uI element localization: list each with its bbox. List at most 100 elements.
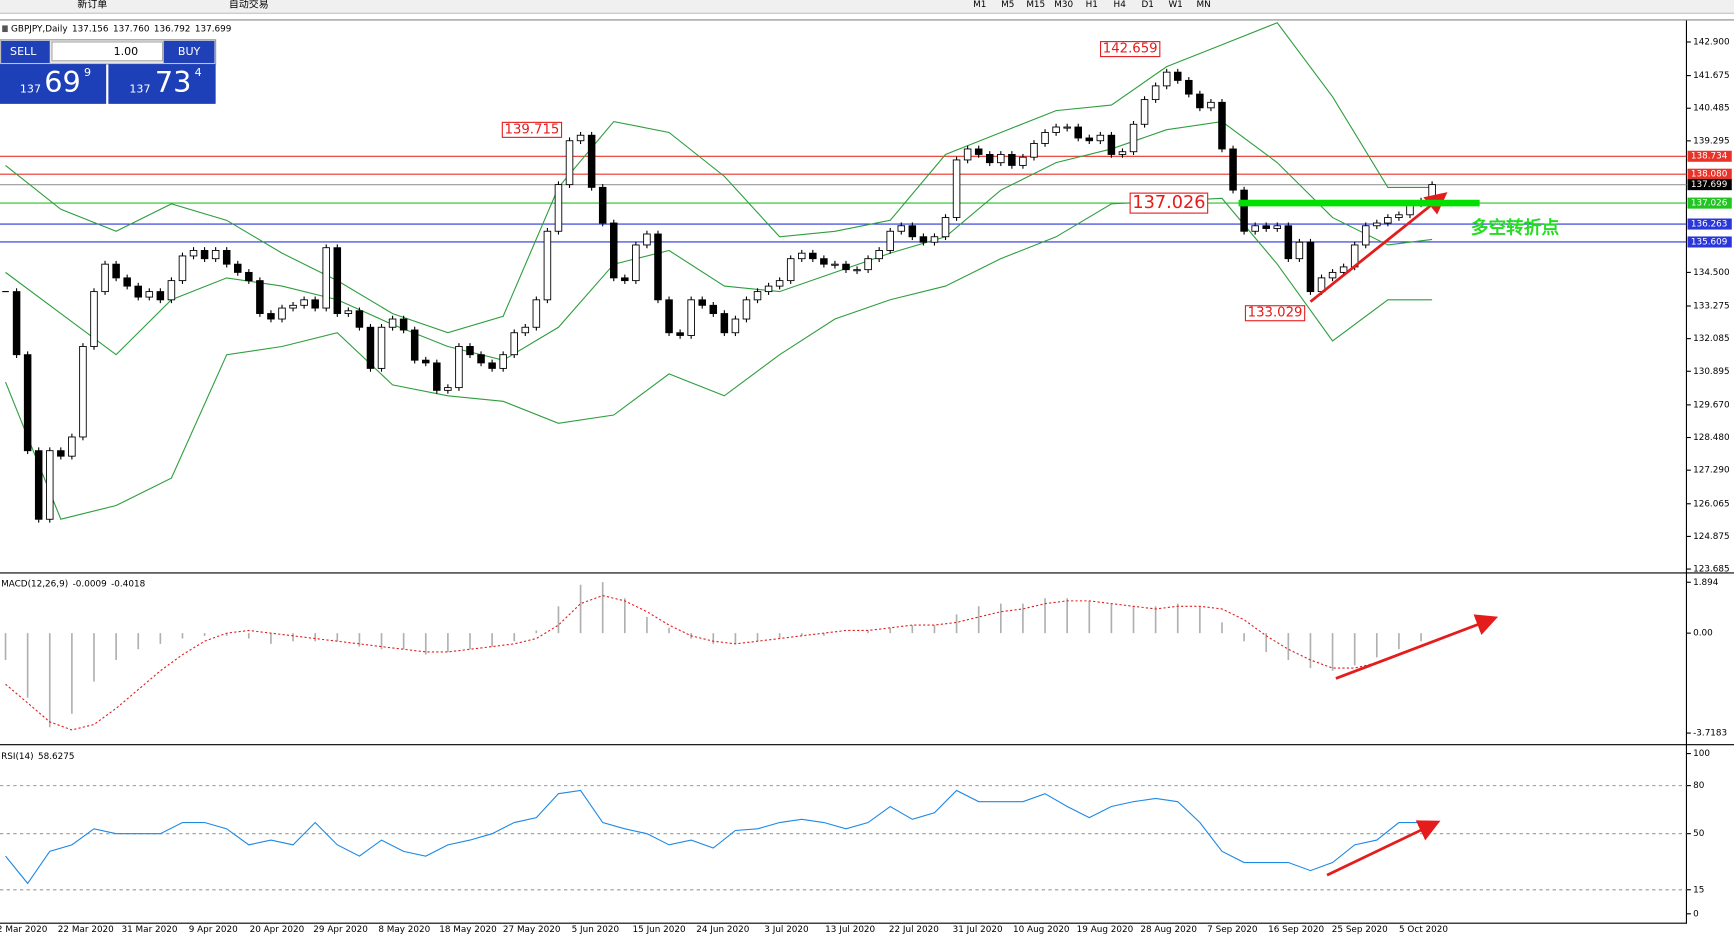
x-tick-label: 10 Aug 2020 (1013, 925, 1070, 935)
candle (510, 332, 518, 356)
x-tick-label: 19 Aug 2020 (1077, 925, 1134, 935)
x-tick-label: 22 Mar 2020 (58, 925, 114, 935)
timeframe-button[interactable]: M1 (973, 0, 986, 10)
candle (609, 222, 618, 279)
y-tick-label: 130.895 (1693, 367, 1730, 377)
candle (355, 310, 364, 328)
candle (399, 318, 408, 331)
candle (112, 263, 120, 279)
y-tick-label: 80 (1693, 781, 1705, 791)
timeframe-button[interactable]: M5 (1001, 0, 1014, 10)
lot-input[interactable] (51, 41, 164, 62)
candle (366, 326, 375, 369)
candle (875, 250, 883, 260)
level-tag (1687, 218, 1732, 230)
timeframe-button[interactable]: W1 (1168, 0, 1182, 10)
candle (842, 263, 850, 271)
lot-value: 1.00 (114, 45, 139, 58)
candle (543, 230, 552, 301)
annotation-box (501, 121, 563, 138)
timeframe-button[interactable]: H4 (1114, 0, 1127, 10)
candle (974, 148, 983, 155)
candle (698, 299, 706, 306)
x-tick-label: 29 Apr 2020 (313, 925, 368, 935)
candle (222, 250, 231, 265)
ohlc-value: 137.699 (195, 24, 232, 34)
timeframe-button[interactable]: MN (1197, 0, 1211, 10)
candle (1140, 99, 1149, 125)
ohlc-value: 137.156 (72, 24, 109, 34)
candle (941, 217, 950, 238)
x-tick-label: 25 Sep 2020 (1332, 925, 1388, 935)
toolbar-button[interactable]: 自动交易 (229, 0, 269, 10)
candle (178, 255, 187, 282)
y-tick-label: 129.670 (1693, 400, 1730, 410)
candle (1207, 101, 1215, 109)
candle (421, 359, 430, 364)
candle (786, 258, 795, 282)
ask-main: 73 (155, 65, 192, 99)
candle (764, 285, 773, 293)
candle (587, 134, 596, 188)
timeframe-button[interactable]: M30 (1054, 0, 1073, 10)
candle (333, 247, 342, 314)
buy-button[interactable] (163, 40, 215, 63)
candle (68, 436, 76, 457)
x-tick-label: 3 Jul 2020 (764, 925, 809, 935)
x-tick-label: 20 Apr 2020 (250, 925, 305, 935)
candle (1008, 154, 1016, 166)
candle (809, 252, 817, 260)
candle (1229, 148, 1237, 191)
x-tick-label: 13 Jul 2020 (825, 925, 875, 935)
timeframe-button[interactable]: H1 (1086, 0, 1098, 10)
y-tick-label: 139.295 (1693, 136, 1730, 146)
candle (1306, 241, 1315, 293)
candle (753, 291, 762, 301)
candle (477, 354, 485, 364)
y-tick-label: 0 (1693, 909, 1699, 919)
toolbar-button[interactable]: 新订单 (77, 0, 107, 10)
candle (267, 313, 275, 320)
ohlc-value: 136.792 (154, 24, 191, 34)
x-tick-label: 2 Mar 2020 (0, 925, 48, 935)
ask-box[interactable] (108, 64, 216, 104)
candle (709, 304, 718, 314)
y-tick-label: 15 (1693, 885, 1704, 895)
trend-arrow (1309, 192, 1448, 303)
x-tick-label: 18 May 2020 (439, 925, 497, 935)
bid-box[interactable] (0, 64, 107, 104)
rsi-line (5, 789, 1422, 885)
candle (554, 184, 563, 232)
candle (211, 250, 220, 260)
candle (1339, 266, 1348, 273)
trend-arrow (1326, 820, 1441, 877)
sell-button[interactable] (1, 40, 50, 63)
timeframe-button[interactable]: M15 (1026, 0, 1045, 10)
candle (488, 362, 496, 369)
rsi-readout: 58.6275 (38, 751, 75, 761)
candle (189, 250, 198, 257)
symbol-header: GBPJPY,Daily 137.156 137.760 136.792 137.699 (11, 24, 231, 34)
candle (234, 263, 242, 273)
candle (963, 148, 972, 161)
y-tick-label: 133.275 (1693, 302, 1730, 312)
y-tick-label: 132.085 (1693, 334, 1730, 344)
y-tick-label: 140.485 (1693, 104, 1730, 114)
annotation-box (1129, 192, 1209, 214)
candle (1063, 126, 1071, 129)
timeframe-button[interactable]: D1 (1141, 0, 1153, 10)
candle (565, 140, 574, 186)
x-tick-label: 7 Sep 2020 (1207, 925, 1258, 935)
sell-label: SELL (10, 45, 37, 58)
candle (1041, 132, 1049, 144)
candle (466, 346, 474, 356)
candle (145, 291, 154, 298)
candle (433, 362, 441, 391)
candle (853, 269, 861, 272)
x-tick-label: 22 Jul 2020 (889, 925, 939, 935)
y-tick-label: -3.7183 (1693, 729, 1727, 739)
x-tick-label: 28 Aug 2020 (1140, 925, 1197, 935)
level-tag (1687, 168, 1732, 180)
